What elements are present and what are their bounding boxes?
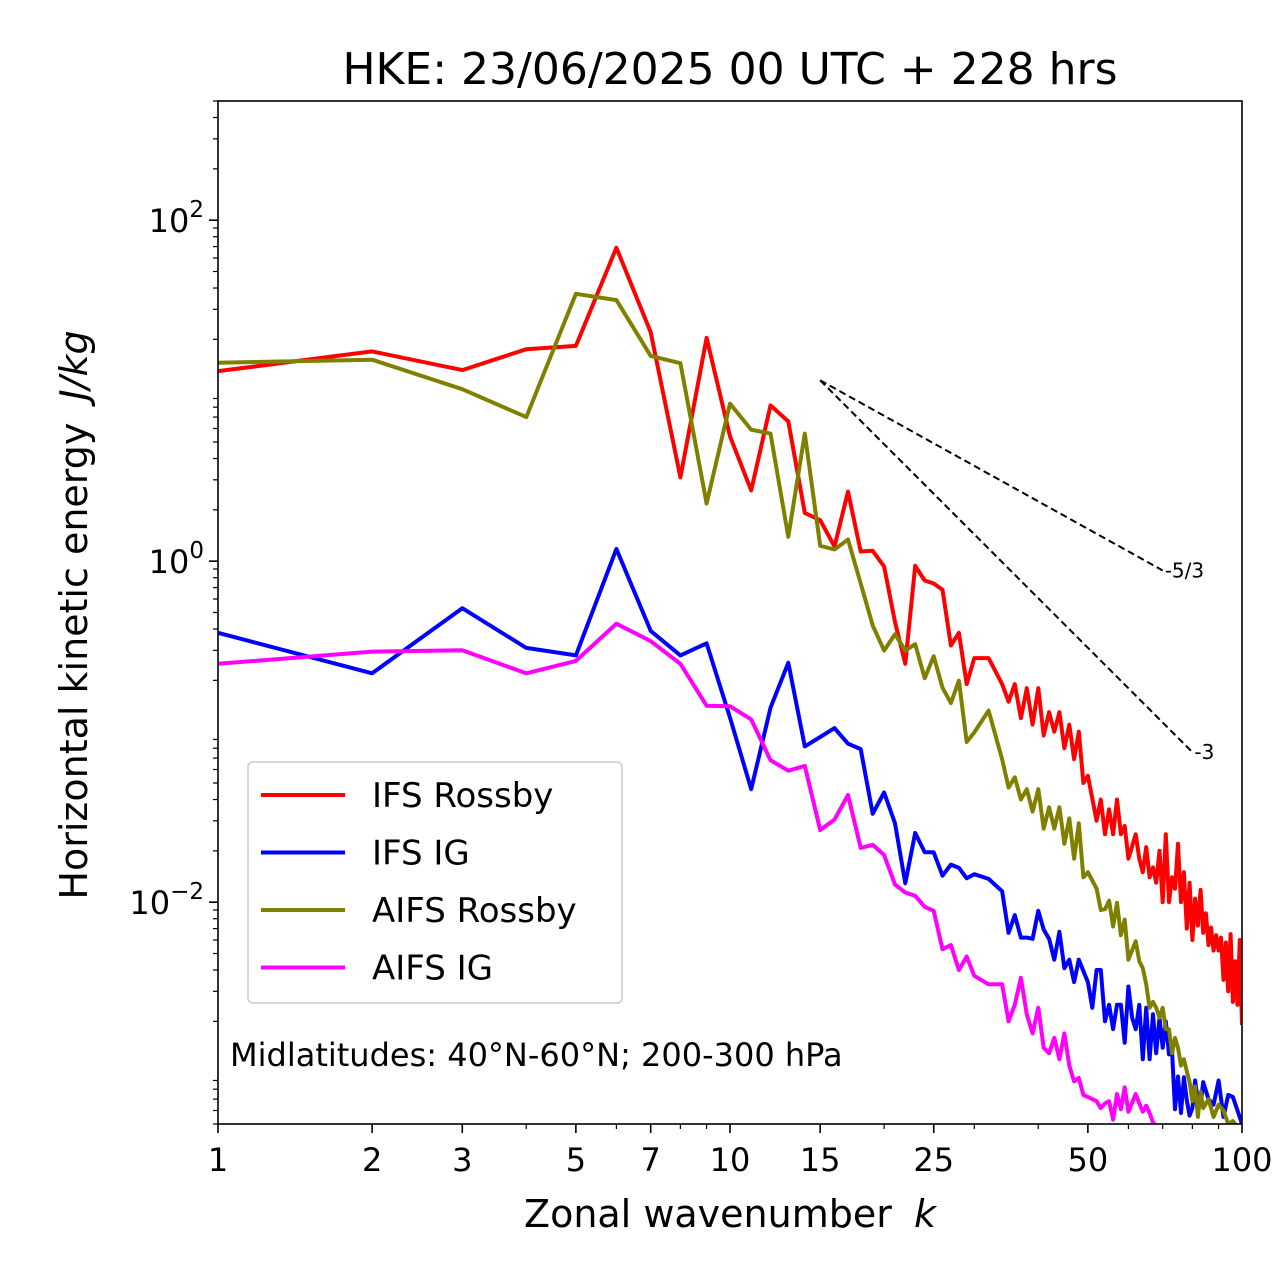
x-axis-label-text: Zonal wavenumber [524,1192,892,1236]
x-tick-label: 25 [913,1141,954,1179]
legend-label-aifs-ig: AIFS IG [372,949,493,989]
reference-slopes: -5/3 -3 [819,379,1214,764]
x-tick-label: 5 [566,1141,586,1179]
x-tick-label: 15 [800,1141,841,1179]
legend-label-ifs-rossby: IFS Rossby [372,776,553,816]
x-axis-variable: k [914,1192,938,1236]
y-axis-units: J/kg [52,330,96,407]
reference-slope-label-1: -5/3 [1165,558,1204,582]
series-line-aifs-ig [218,621,1158,1124]
x-axis-label: Zonal wavenumber k [524,1192,938,1236]
series-line-ifs-rossby [218,245,1242,1026]
x-tick-label: 50 [1068,1141,1109,1179]
x-tick-label: 100 [1211,1141,1272,1179]
x-tick-label: 7 [641,1141,661,1179]
series-group [218,245,1242,1124]
x-tick-label: 3 [452,1141,472,1179]
y-axis-label-text: Horizontal kinetic energy [52,423,96,900]
reference-slope-line-1 [819,379,1164,572]
y-tick-label: 10−2 [129,879,204,922]
region-annotation: Midlatitudes: 40°N-60°N; 200-300 hPa [230,1036,843,1074]
legend-label-ifs-ig: IFS IG [372,834,470,874]
svg-text:Horizontal kinetic energy: Horizontal kinetic energy J/kg [52,330,96,899]
reference-slope-label-2: -3 [1194,740,1214,764]
legend-box [247,761,623,1004]
y-tick-label: 100 [149,538,204,581]
y-tick-label: 102 [149,197,204,240]
series-line-aifs-rossby [218,291,1238,1124]
axis-ticks: 1 2 3 5 7 10 15 25 50 100 10−2 100 102 [129,100,1273,1179]
y-axis-label: Horizontal kinetic energy J/kg [52,330,96,899]
x-tick-label: 1 [208,1141,228,1179]
x-tick-label: 2 [362,1141,382,1179]
chart-title: HKE: 23/06/2025 00 UTC + 228 hrs [342,44,1117,95]
legend: IFS Rossby IFS IG AIFS Rossby AIFS IG [247,761,623,1004]
legend-label-aifs-rossby: AIFS Rossby [372,891,577,931]
series-line-ifs-ig [218,546,1242,1124]
plot-frame [217,100,1243,1125]
x-tick-label: 10 [710,1141,751,1179]
